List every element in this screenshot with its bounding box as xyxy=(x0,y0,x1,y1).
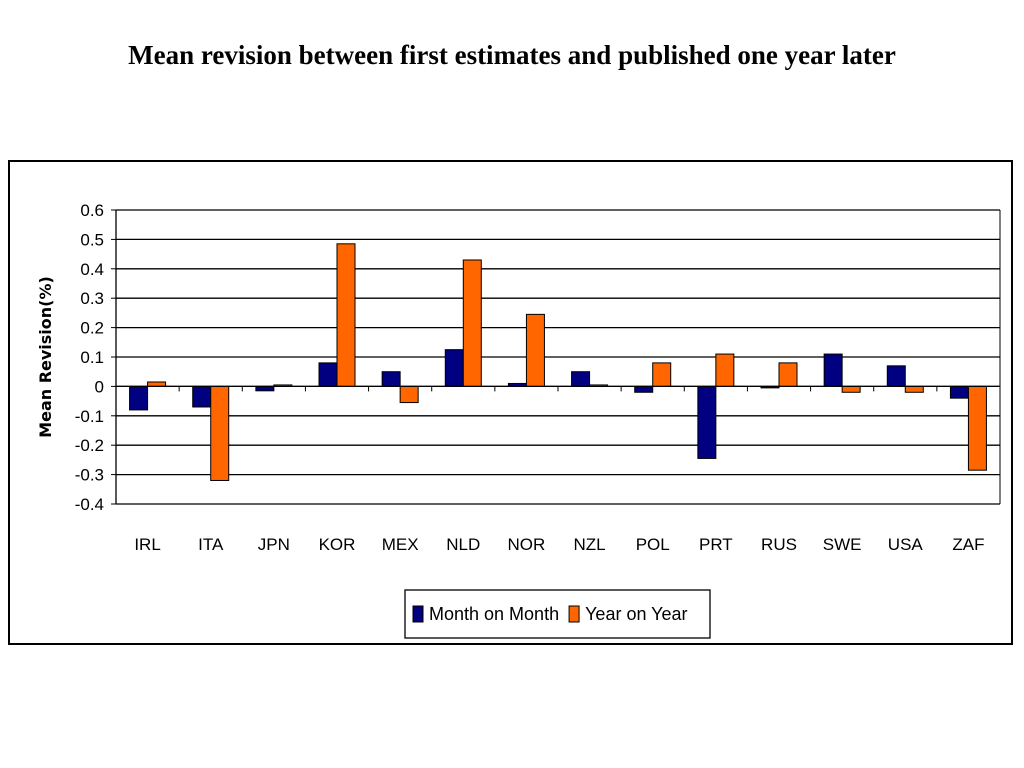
bar-year-on-year-nld xyxy=(462,259,482,387)
bar-year-on-year-rus xyxy=(778,362,798,387)
bar-year-on-year-mex xyxy=(399,385,419,404)
y-axis-ticks: 0.6 0.5 0.4 0.3 0.2 0.1 0 -0.1 -0.2 -0.3 -0.4 xyxy=(75,201,116,514)
legend-box xyxy=(404,589,711,639)
bar-month-on-month-kor xyxy=(318,362,338,387)
legend-label-year-on-year: Year on Year xyxy=(585,604,687,624)
bar-month-on-month-usa xyxy=(886,365,906,387)
y-axis-label: Mean Revision(%) xyxy=(36,276,55,438)
bar-month-on-month-nzl xyxy=(571,371,591,387)
y-tick-label: 0.2 xyxy=(80,319,104,338)
bars xyxy=(129,243,987,481)
bar-year-on-year-kor xyxy=(336,243,356,387)
x-tick-label: NLD xyxy=(446,535,480,554)
y-tick-label: 0.1 xyxy=(80,348,104,367)
y-tick-label: -0.3 xyxy=(75,466,104,485)
bar-month-on-month-swe xyxy=(823,353,843,387)
x-axis-ticks: IRL ITA JPN KOR MEX NLD NOR NZL POL PRT RUS SWE USA Z… xyxy=(134,535,984,554)
y-tick-label: 0 xyxy=(95,377,104,396)
x-tick-label: POL xyxy=(636,535,670,554)
y-tick-label: -0.2 xyxy=(75,436,104,455)
bar-year-on-year-usa xyxy=(904,385,924,393)
legend-label-month-on-month: Month on Month xyxy=(429,604,559,624)
x-tick-label: RUS xyxy=(761,535,797,554)
chart-frame: 0.6 0.5 0.4 0.3 0.2 0.1 0 -0.1 -0.2 -0.3 -0.4 IRL I… xyxy=(8,160,1013,645)
legend: Month on Month Year on Year xyxy=(404,589,711,639)
bar-month-on-month-ita xyxy=(192,385,212,408)
bar-year-on-year-nor xyxy=(525,313,545,387)
bar-year-on-year-prt xyxy=(715,353,735,387)
x-tick-label: MEX xyxy=(382,535,419,554)
x-tick-label: ZAF xyxy=(952,535,984,554)
bar-year-on-year-ita xyxy=(210,385,230,481)
x-tick-label: PRT xyxy=(699,535,733,554)
bar-month-on-month-irl xyxy=(129,385,149,411)
gridlines xyxy=(116,209,1000,505)
y-tick-label: 0.5 xyxy=(80,230,104,249)
bar-month-on-month-prt xyxy=(697,385,717,459)
x-tick-label: JPN xyxy=(258,535,290,554)
bar-year-on-year-zaf xyxy=(967,385,987,471)
bar-year-on-year-irl xyxy=(147,381,167,387)
y-tick-label: -0.1 xyxy=(75,407,104,426)
x-tick-label: ITA xyxy=(198,535,224,554)
x-tick-label: NOR xyxy=(508,535,546,554)
legend-swatch-month-on-month xyxy=(412,605,424,623)
slide-title: Mean revision between first estimates an… xyxy=(128,40,896,70)
x-tick-label: KOR xyxy=(319,535,356,554)
bar-month-on-month-jpn xyxy=(255,385,275,392)
bar-month-on-month-mex xyxy=(381,371,401,387)
bar-year-on-year-swe xyxy=(841,385,861,393)
y-tick-label: 0.3 xyxy=(80,289,104,308)
x-tick-label: SWE xyxy=(823,535,862,554)
bar-chart: 0.60.50.40.30.20.10-0.1-0.2-0.3-0.4 IRL I… xyxy=(36,201,1001,639)
bar-month-on-month-zaf xyxy=(949,385,969,399)
x-tick-label: IRL xyxy=(134,535,160,554)
bar-year-on-year-pol xyxy=(652,362,672,387)
x-tick-label: USA xyxy=(888,535,924,554)
y-tick-label: 0.4 xyxy=(80,260,104,279)
legend-swatch-year-on-year xyxy=(568,605,580,623)
y-tick-label: 0.6 xyxy=(80,201,104,220)
y-tick-label: -0.4 xyxy=(75,495,104,514)
x-tick-label: NZL xyxy=(574,535,606,554)
bar-month-on-month-pol xyxy=(634,385,654,393)
axes xyxy=(115,210,1001,504)
bar-month-on-month-nld xyxy=(444,349,464,387)
